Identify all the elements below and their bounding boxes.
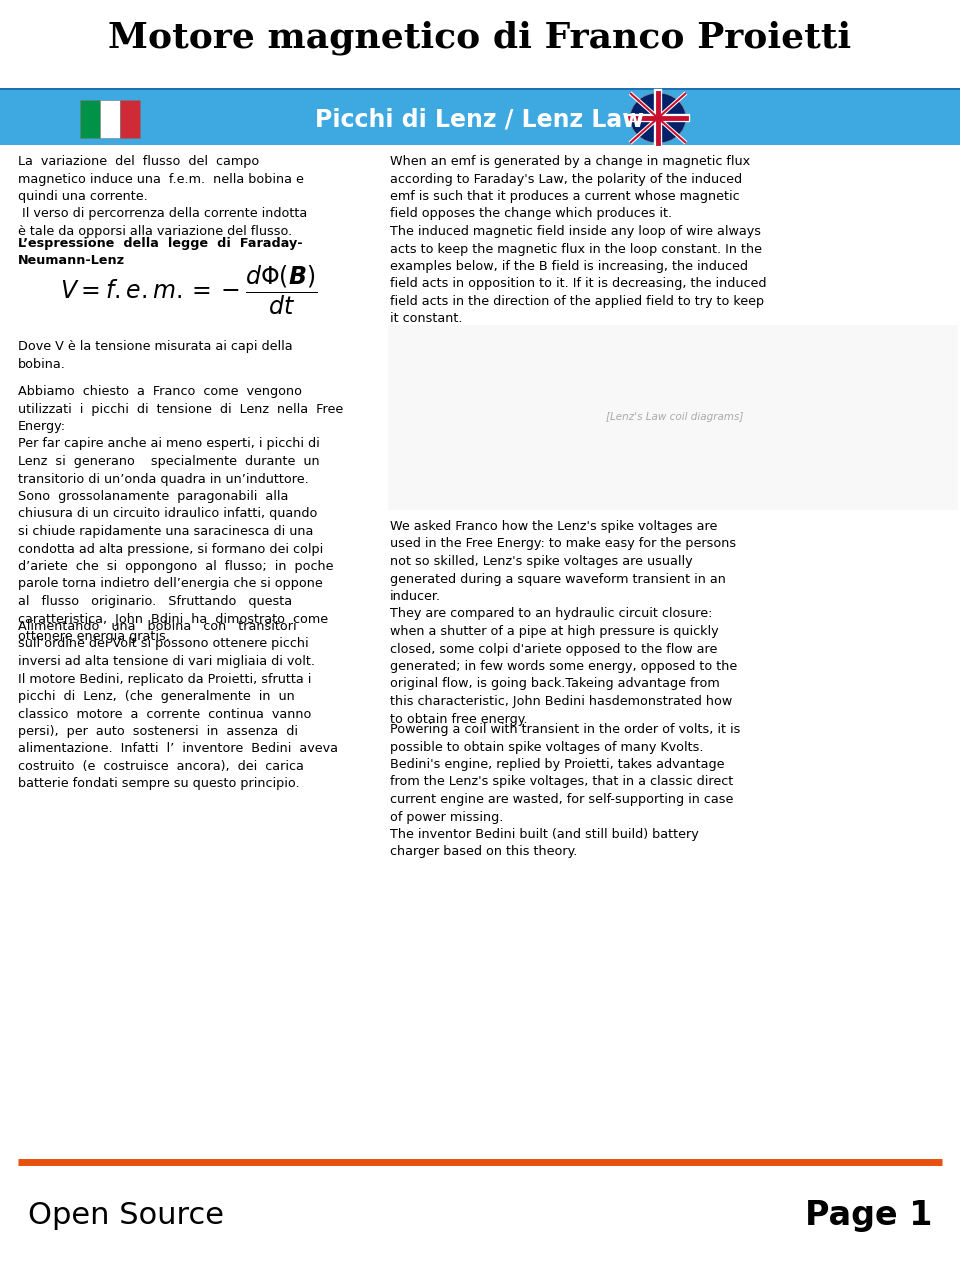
Text: We asked Franco how the Lenz's spike voltages are
used in the Free Energy: to ma: We asked Franco how the Lenz's spike vol… bbox=[390, 519, 737, 726]
Text: La  variazione  del  flusso  del  campo
magnetico induce una  f.e.m.  nella bobi: La variazione del flusso del campo magne… bbox=[18, 155, 307, 238]
Text: Picchi di Lenz / Lenz Law: Picchi di Lenz / Lenz Law bbox=[316, 108, 644, 132]
Ellipse shape bbox=[630, 92, 686, 143]
Text: Dove V è la tensione misurata ai capi della
bobina.: Dove V è la tensione misurata ai capi de… bbox=[18, 340, 293, 370]
Bar bbox=[100, 100, 120, 138]
Text: The induced magnetic field inside any loop of wire always
acts to keep the magne: The induced magnetic field inside any lo… bbox=[390, 226, 766, 326]
Bar bbox=[120, 100, 140, 138]
Text: $V = f.e.m. = -\dfrac{d\Phi(\boldsymbol{B})}{dt}$: $V = f.e.m. = -\dfrac{d\Phi(\boldsymbol{… bbox=[60, 264, 318, 317]
Text: When an emf is generated by a change in magnetic flux
according to Faraday's Law: When an emf is generated by a change in … bbox=[390, 155, 750, 220]
Bar bbox=[0, 90, 960, 144]
Text: Open Source: Open Source bbox=[28, 1201, 224, 1229]
Text: [Lenz's Law coil diagrams]: [Lenz's Law coil diagrams] bbox=[607, 413, 744, 422]
Text: Powering a coil with transient in the order of volts, it is
possible to obtain s: Powering a coil with transient in the or… bbox=[390, 723, 740, 859]
Bar bbox=[388, 326, 958, 511]
Text: Page 1: Page 1 bbox=[804, 1199, 932, 1232]
Bar bbox=[0, 141, 960, 144]
Text: Abbiamo  chiesto  a  Franco  come  vengono
utilizzati  i  picchi  di  tensione  : Abbiamo chiesto a Franco come vengono ut… bbox=[18, 385, 344, 642]
Text: L’espressione  della  legge  di  Faraday-
Neumann-Lenz: L’espressione della legge di Faraday- Ne… bbox=[18, 237, 302, 267]
Bar bbox=[0, 87, 960, 92]
Bar bbox=[80, 100, 100, 138]
Text: Alimentando   una   bobina   con   transitori
sull’ordine dei Volt si possono ot: Alimentando una bobina con transitori su… bbox=[18, 620, 338, 791]
Text: Motore magnetico di Franco Proietti: Motore magnetico di Franco Proietti bbox=[108, 20, 852, 56]
